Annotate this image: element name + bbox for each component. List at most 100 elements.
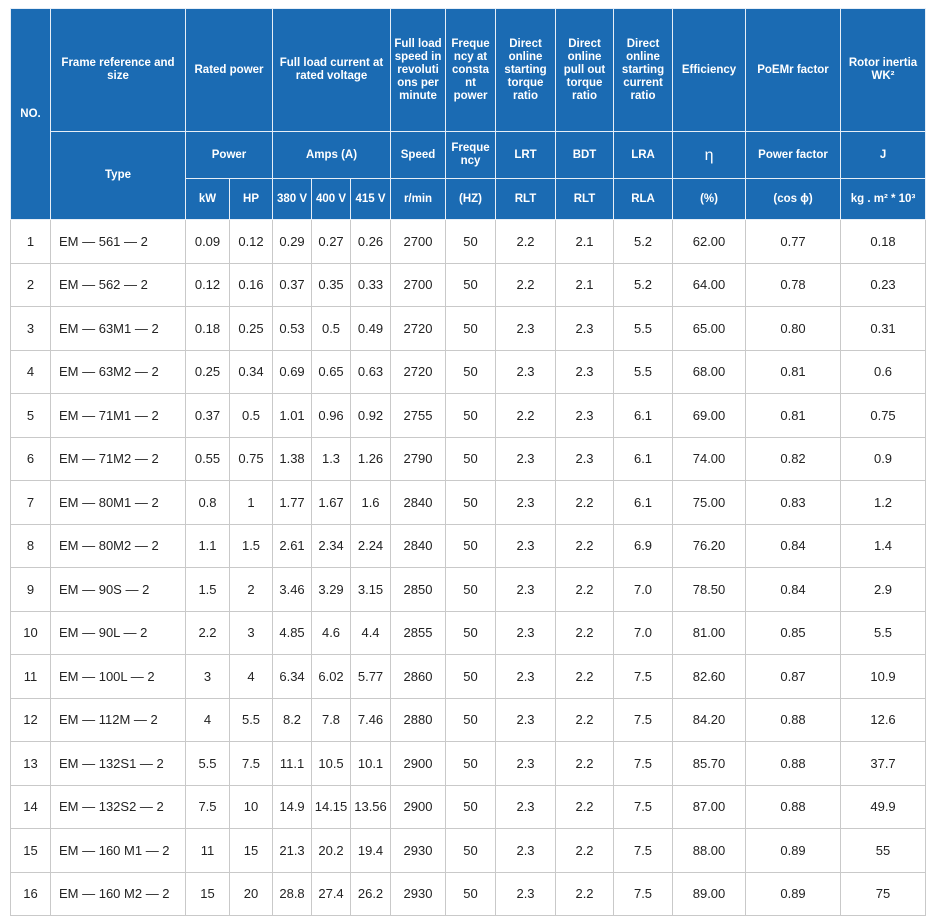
data-cell: 5.5 xyxy=(228,697,274,742)
data-cell: 82.60 xyxy=(672,654,747,699)
data-cell: 7.5 xyxy=(613,871,674,916)
data-cell: 0.12 xyxy=(185,262,230,307)
data-cell: 0.65 xyxy=(311,349,352,394)
data-cell: 7.5 xyxy=(613,828,674,873)
header-cell: PoEMr factor xyxy=(745,8,842,132)
data-cell: 0.16 xyxy=(228,262,274,307)
data-cell: 2.2 xyxy=(495,219,557,264)
data-cell: 3.29 xyxy=(311,567,352,612)
data-cell: 15 xyxy=(10,828,51,873)
header-cell: RLT xyxy=(555,178,615,220)
table-row: 6 EM — 71M2 — 2 0.55 0.75 1.38 1.3 1.26 2790 50 2… xyxy=(10,436,927,481)
data-cell: 50 xyxy=(445,480,497,525)
data-cell: 3 xyxy=(10,306,51,351)
data-cell: 50 xyxy=(445,262,497,307)
data-cell: 2790 xyxy=(390,436,447,481)
data-cell: 6.1 xyxy=(613,480,674,525)
data-cell: 2.2 xyxy=(555,523,615,568)
data-cell: 2.3 xyxy=(495,567,557,612)
data-cell: 2720 xyxy=(390,349,447,394)
data-cell: 0.69 xyxy=(272,349,313,394)
data-cell: 5.5 xyxy=(840,610,927,655)
data-cell: 0.18 xyxy=(840,219,927,264)
data-cell: 2.3 xyxy=(495,654,557,699)
type-cell: EM — 561 — 2 xyxy=(50,219,186,264)
data-cell: 6.1 xyxy=(613,393,674,438)
data-cell: 50 xyxy=(445,610,497,655)
data-cell: 50 xyxy=(445,567,497,612)
header-cell: Rotor inertia WK² xyxy=(840,8,927,132)
data-cell: 2720 xyxy=(390,306,447,351)
data-cell: 2.3 xyxy=(555,306,615,351)
data-cell: 1.3 xyxy=(311,436,352,481)
data-cell: 0.5 xyxy=(311,306,352,351)
data-cell: 7.0 xyxy=(613,610,674,655)
header-cell: Full load speed in revolutions per minut… xyxy=(390,8,447,132)
data-cell: 0.75 xyxy=(228,436,274,481)
data-cell: 74.00 xyxy=(672,436,747,481)
data-cell: 20 xyxy=(228,871,274,916)
type-cell: EM — 160 M1 — 2 xyxy=(50,828,186,873)
data-cell: 0.88 xyxy=(745,741,842,786)
data-cell: 5.5 xyxy=(613,349,674,394)
data-cell: 2.2 xyxy=(555,480,615,525)
data-cell: 3 xyxy=(185,654,230,699)
data-cell: 2880 xyxy=(390,697,447,742)
data-cell: 2850 xyxy=(390,567,447,612)
data-cell: 2.1 xyxy=(555,219,615,264)
header-cell: Efficiency xyxy=(672,8,747,132)
data-cell: 6.9 xyxy=(613,523,674,568)
data-cell: 0.83 xyxy=(745,480,842,525)
data-cell: 2 xyxy=(228,567,274,612)
data-cell: 10.5 xyxy=(311,741,352,786)
data-cell: 7 xyxy=(10,480,51,525)
data-cell: 16 xyxy=(10,871,51,916)
data-cell: 50 xyxy=(445,393,497,438)
data-cell: 0.84 xyxy=(745,523,842,568)
data-cell: 2.1 xyxy=(555,262,615,307)
data-cell: 0.25 xyxy=(228,306,274,351)
data-cell: 2.2 xyxy=(555,784,615,829)
data-cell: 2.3 xyxy=(555,393,615,438)
data-cell: 49.9 xyxy=(840,784,927,829)
data-cell: 14.15 xyxy=(311,784,352,829)
header-cell: Speed xyxy=(390,131,447,179)
data-cell: 0.92 xyxy=(350,393,392,438)
data-cell: 0.53 xyxy=(272,306,313,351)
data-cell: 7.46 xyxy=(350,697,392,742)
data-cell: 27.4 xyxy=(311,871,352,916)
data-cell: 0.80 xyxy=(745,306,842,351)
type-cell: EM — 132S2 — 2 xyxy=(50,784,186,829)
data-cell: 4 xyxy=(185,697,230,742)
data-cell: 0.35 xyxy=(311,262,352,307)
data-cell: 7.5 xyxy=(185,784,230,829)
type-cell: EM — 112M — 2 xyxy=(50,697,186,742)
data-cell: 2.3 xyxy=(495,480,557,525)
type-cell: EM — 71M1 — 2 xyxy=(50,393,186,438)
data-cell: 2.3 xyxy=(495,697,557,742)
data-cell: 2.2 xyxy=(185,610,230,655)
data-cell: 4.85 xyxy=(272,610,313,655)
data-cell: 50 xyxy=(445,219,497,264)
data-cell: 4.6 xyxy=(311,610,352,655)
data-cell: 10 xyxy=(228,784,274,829)
data-cell: 0.96 xyxy=(311,393,352,438)
data-cell: 2.3 xyxy=(495,741,557,786)
data-cell: 0.6 xyxy=(840,349,927,394)
data-cell: 0.77 xyxy=(745,219,842,264)
data-cell: 2.61 xyxy=(272,523,313,568)
data-cell: 0.89 xyxy=(745,871,842,916)
data-cell: 0.8 xyxy=(185,480,230,525)
data-cell: 1.6 xyxy=(350,480,392,525)
data-cell: 50 xyxy=(445,654,497,699)
type-cell: EM — 63M2 — 2 xyxy=(50,349,186,394)
header-cell: 415 V xyxy=(350,178,392,220)
data-cell: 6.1 xyxy=(613,436,674,481)
header-cell: Frequency xyxy=(445,131,497,179)
data-cell: 65.00 xyxy=(672,306,747,351)
data-cell: 0.82 xyxy=(745,436,842,481)
table-row: 3 EM — 63M1 — 2 0.18 0.25 0.53 0.5 0.49 2720 50 2… xyxy=(10,306,927,351)
header-cell: Frequency at constant power xyxy=(445,8,497,132)
type-cell: EM — 80M2 — 2 xyxy=(50,523,186,568)
data-cell: 0.27 xyxy=(311,219,352,264)
